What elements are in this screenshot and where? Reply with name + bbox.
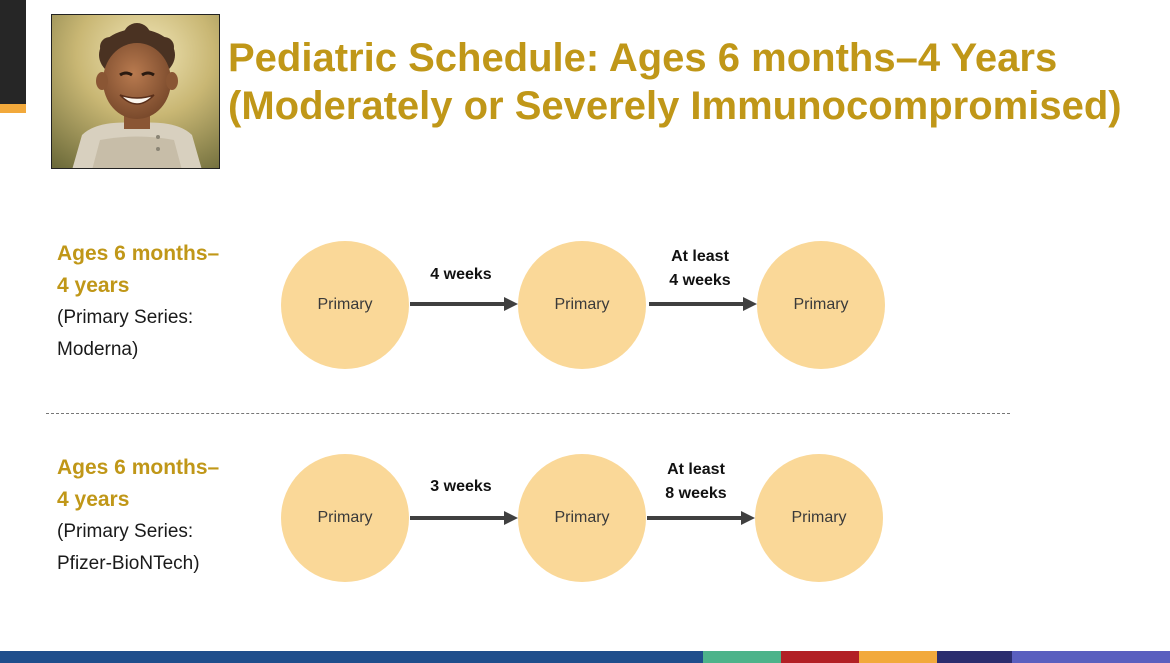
interval-arrow <box>647 511 755 525</box>
interval-arrow <box>410 297 518 311</box>
page-title: Pediatric Schedule: Ages 6 months–4 Year… <box>228 34 1158 130</box>
dose-label: Primary <box>554 509 610 526</box>
interval-line-1: 3 weeks <box>430 478 492 495</box>
dose-circle-2: Primary <box>518 454 646 582</box>
corner-dark-bar <box>0 0 26 104</box>
dose-circle-3: Primary <box>757 241 885 369</box>
dose-label: Primary <box>554 296 610 313</box>
dose-circle-1: Primary <box>281 454 409 582</box>
interval-line-1: 4 weeks <box>430 266 492 283</box>
footer-color-strip <box>0 651 1170 663</box>
dose-label: Primary <box>791 509 847 526</box>
footer-segment <box>781 651 859 663</box>
dose-label: Primary <box>793 296 849 313</box>
dose-circle-2: Primary <box>518 241 646 369</box>
interval-label: 4 weeks <box>410 263 512 287</box>
interval-line-1: At least <box>671 248 729 265</box>
age-range-line-2: 4 years <box>57 274 130 297</box>
dose-circle-1: Primary <box>281 241 409 369</box>
interval-arrow <box>410 511 518 525</box>
footer-segment <box>0 651 703 663</box>
series-line-1: (Primary Series: <box>57 521 194 542</box>
age-range-line-1: Ages 6 months– <box>57 456 220 479</box>
section-divider <box>46 413 1010 414</box>
dose-label: Primary <box>317 509 373 526</box>
interval-label: At least 8 weeks <box>645 458 747 506</box>
series-line-2: Moderna) <box>57 339 139 360</box>
title-line-1: Pediatric Schedule: Ages 6 months–4 Year… <box>228 36 1058 80</box>
footer-segment <box>859 651 937 663</box>
series-line-1: (Primary Series: <box>57 307 194 328</box>
series-line-2: Pfizer-BioNTech) <box>57 553 200 574</box>
footer-segment <box>1012 651 1170 663</box>
row-label-pfizer: Ages 6 months– 4 years (Primary Series: … <box>57 452 257 578</box>
interval-line-1: At least <box>667 461 725 478</box>
footer-segment <box>703 651 781 663</box>
row-label-moderna: Ages 6 months– 4 years (Primary Series: … <box>57 238 257 364</box>
interval-arrow <box>649 297 757 311</box>
child-photo <box>51 14 220 169</box>
interval-line-2: 8 weeks <box>665 485 727 502</box>
interval-line-2: 4 weeks <box>669 272 731 289</box>
age-range-line-1: Ages 6 months– <box>57 242 220 265</box>
footer-segment <box>937 651 1012 663</box>
dose-circle-3: Primary <box>755 454 883 582</box>
age-range-line-2: 4 years <box>57 488 130 511</box>
interval-label: At least 4 weeks <box>649 245 751 293</box>
title-line-2: (Moderately or Severely Immunocompromise… <box>228 84 1122 128</box>
dose-label: Primary <box>317 296 373 313</box>
interval-label: 3 weeks <box>410 475 512 499</box>
corner-accent-bar <box>0 104 26 113</box>
